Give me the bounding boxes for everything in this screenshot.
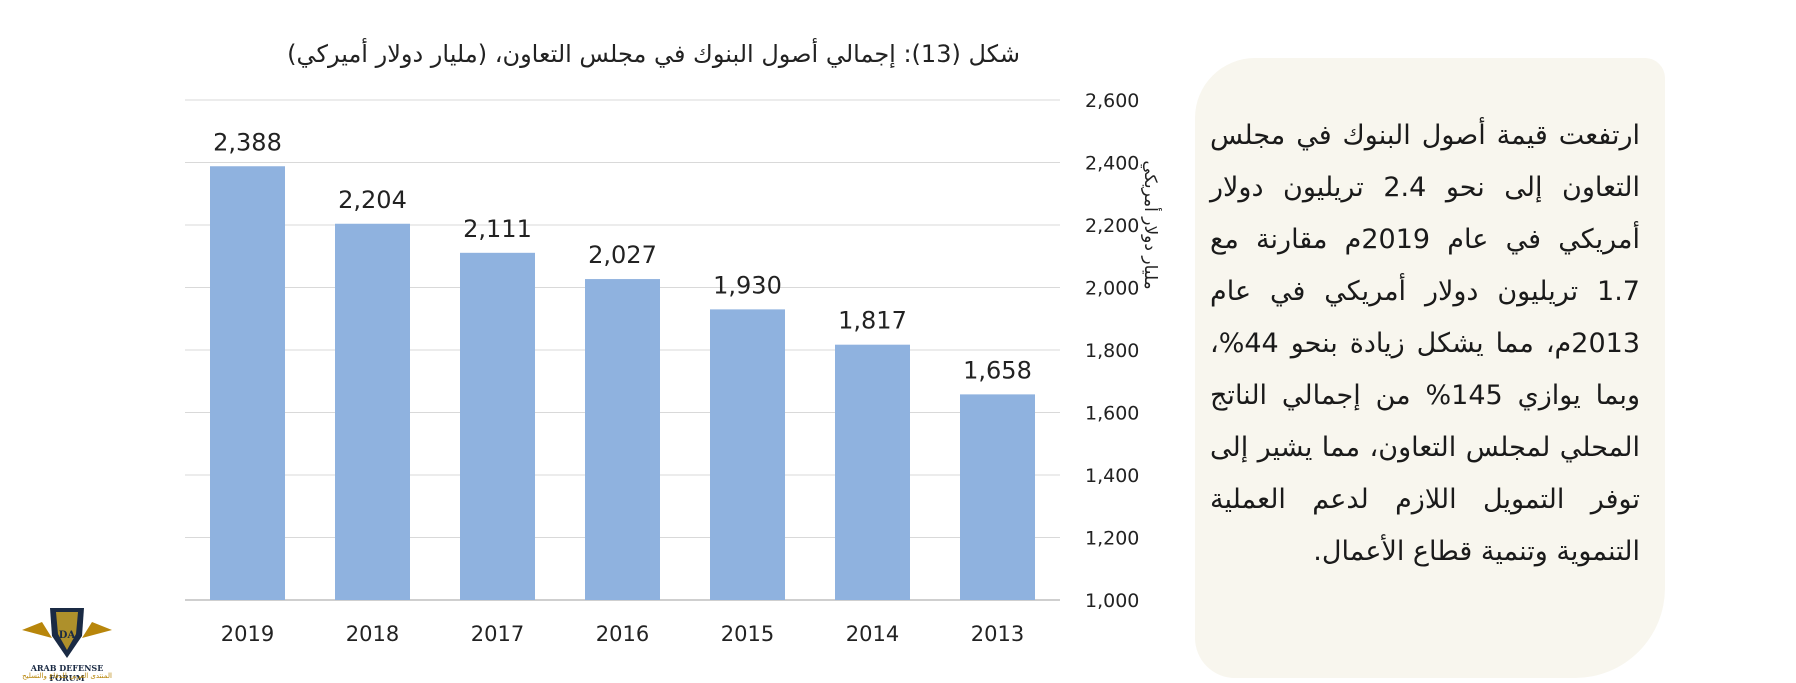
y-tick-label: 1,800 [1085,340,1139,362]
bar [710,309,785,600]
data-label: 2,388 [213,128,282,156]
data-label: 1,658 [963,356,1032,384]
y-tick-label: 1,600 [1085,403,1139,425]
x-tick-label: 2013 [971,622,1024,646]
data-label: 2,111 [463,215,532,243]
data-label: 2,027 [588,241,657,269]
text-panel [1195,58,1665,678]
x-tick-label: 2015 [721,622,774,646]
left-wing-icon [22,622,52,638]
bar [585,279,660,600]
y-tick-label: 2,400 [1085,153,1139,175]
y-axis-label: مليار دولار أمريكي [1140,160,1160,290]
logo-mark: DA [59,630,76,641]
data-label: 2,204 [338,186,407,214]
arab-defense-forum-logo: DA [22,608,112,658]
x-tick-label: 2016 [596,622,649,646]
right-wing-icon [82,622,112,638]
x-tick-label: 2014 [846,622,899,646]
y-tick-label: 1,000 [1085,590,1139,612]
bar [960,394,1035,600]
logo-subtitle: المنتدى العربي للدفاع والتسليح [22,672,112,680]
bar [835,344,910,600]
logo-title: ARAB DEFENSE FORUM [30,663,104,683]
y-tick-label: 1,400 [1085,465,1139,487]
bar [460,252,535,600]
y-tick-label: 2,600 [1085,90,1139,112]
shield-inner-icon [56,612,78,650]
chart: شكل (13): إجمالي أصول البنوك في مجلس الت… [185,40,1160,646]
y-tick-label: 2,000 [1085,278,1139,300]
chart-svg: 1,000 1,200 1,400 1,600 1,800 2,000 2,200 2,400… [185,90,1139,646]
chart-title: شكل (13): إجمالي أصول البنوك في مجلس الت… [287,40,1020,68]
data-label: 1,930 [713,271,782,299]
x-tick-label: 2019 [221,622,274,646]
x-tick-label: 2017 [471,622,524,646]
y-tick-label: 2,200 [1085,215,1139,237]
bar [210,166,285,600]
y-tick-label: 1,200 [1085,528,1139,550]
x-tick-label: 2018 [346,622,399,646]
panel-paragraph: ارتفعت قيمة أصول البنوك في مجلس التعاون … [1210,120,1640,567]
bar [335,223,410,600]
data-label: 1,817 [838,307,907,335]
